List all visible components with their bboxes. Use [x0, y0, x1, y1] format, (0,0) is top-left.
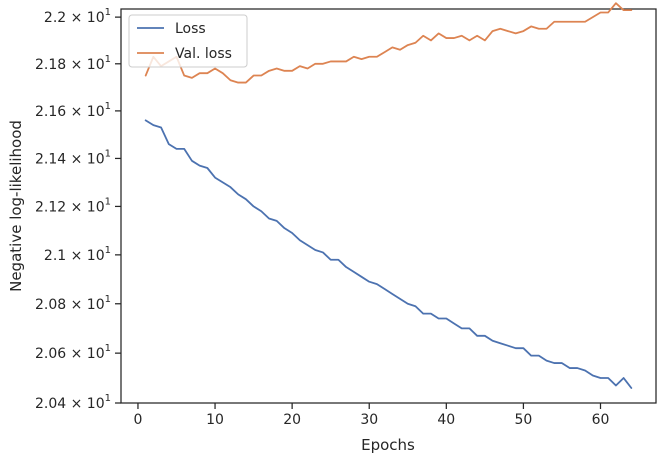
x-tick-label: 40: [437, 412, 455, 428]
x-tick-label: 10: [206, 412, 224, 428]
x-axis-label: Epochs: [361, 436, 415, 454]
series-line-val-loss: [144, 2, 633, 84]
y-tick-label: 2.06 × 101: [35, 343, 111, 362]
x-tick-label: 30: [360, 412, 378, 428]
legend-label-val-loss: Val. loss: [175, 46, 232, 62]
plot-frame: [120, 8, 657, 404]
y-tick-label: 2.08 × 101: [35, 294, 111, 313]
x-tick-label: 20: [283, 412, 301, 428]
y-axis-label: Negative log-likelihood: [7, 120, 25, 292]
x-tick-label: 60: [592, 412, 610, 428]
x-tick-label: 0: [133, 412, 142, 428]
y-tick-label: 2.2 × 101: [44, 7, 111, 26]
y-tick-label: 2.14 × 101: [35, 148, 111, 167]
y-tick-label: 2.04 × 101: [35, 393, 111, 412]
series-line-loss: [144, 119, 633, 389]
y-tick-label: 2.12 × 101: [35, 196, 111, 215]
x-tick-label: 50: [514, 412, 532, 428]
series-layer: [144, 2, 633, 389]
legend: Loss Val. loss: [128, 14, 248, 68]
y-tick-label: 2.1 × 101: [44, 245, 111, 264]
y-axis-ticks: 2.04 × 101 2.06 × 101 2.08 × 101 2.1 × 101 2…: [35, 7, 121, 412]
y-tick-label: 2.18 × 101: [35, 54, 111, 73]
y-tick-label: 2.16 × 101: [35, 101, 111, 120]
legend-label-loss: Loss: [175, 21, 206, 37]
x-axis-ticks: 0 10 20 30 40 50 60: [133, 403, 609, 428]
